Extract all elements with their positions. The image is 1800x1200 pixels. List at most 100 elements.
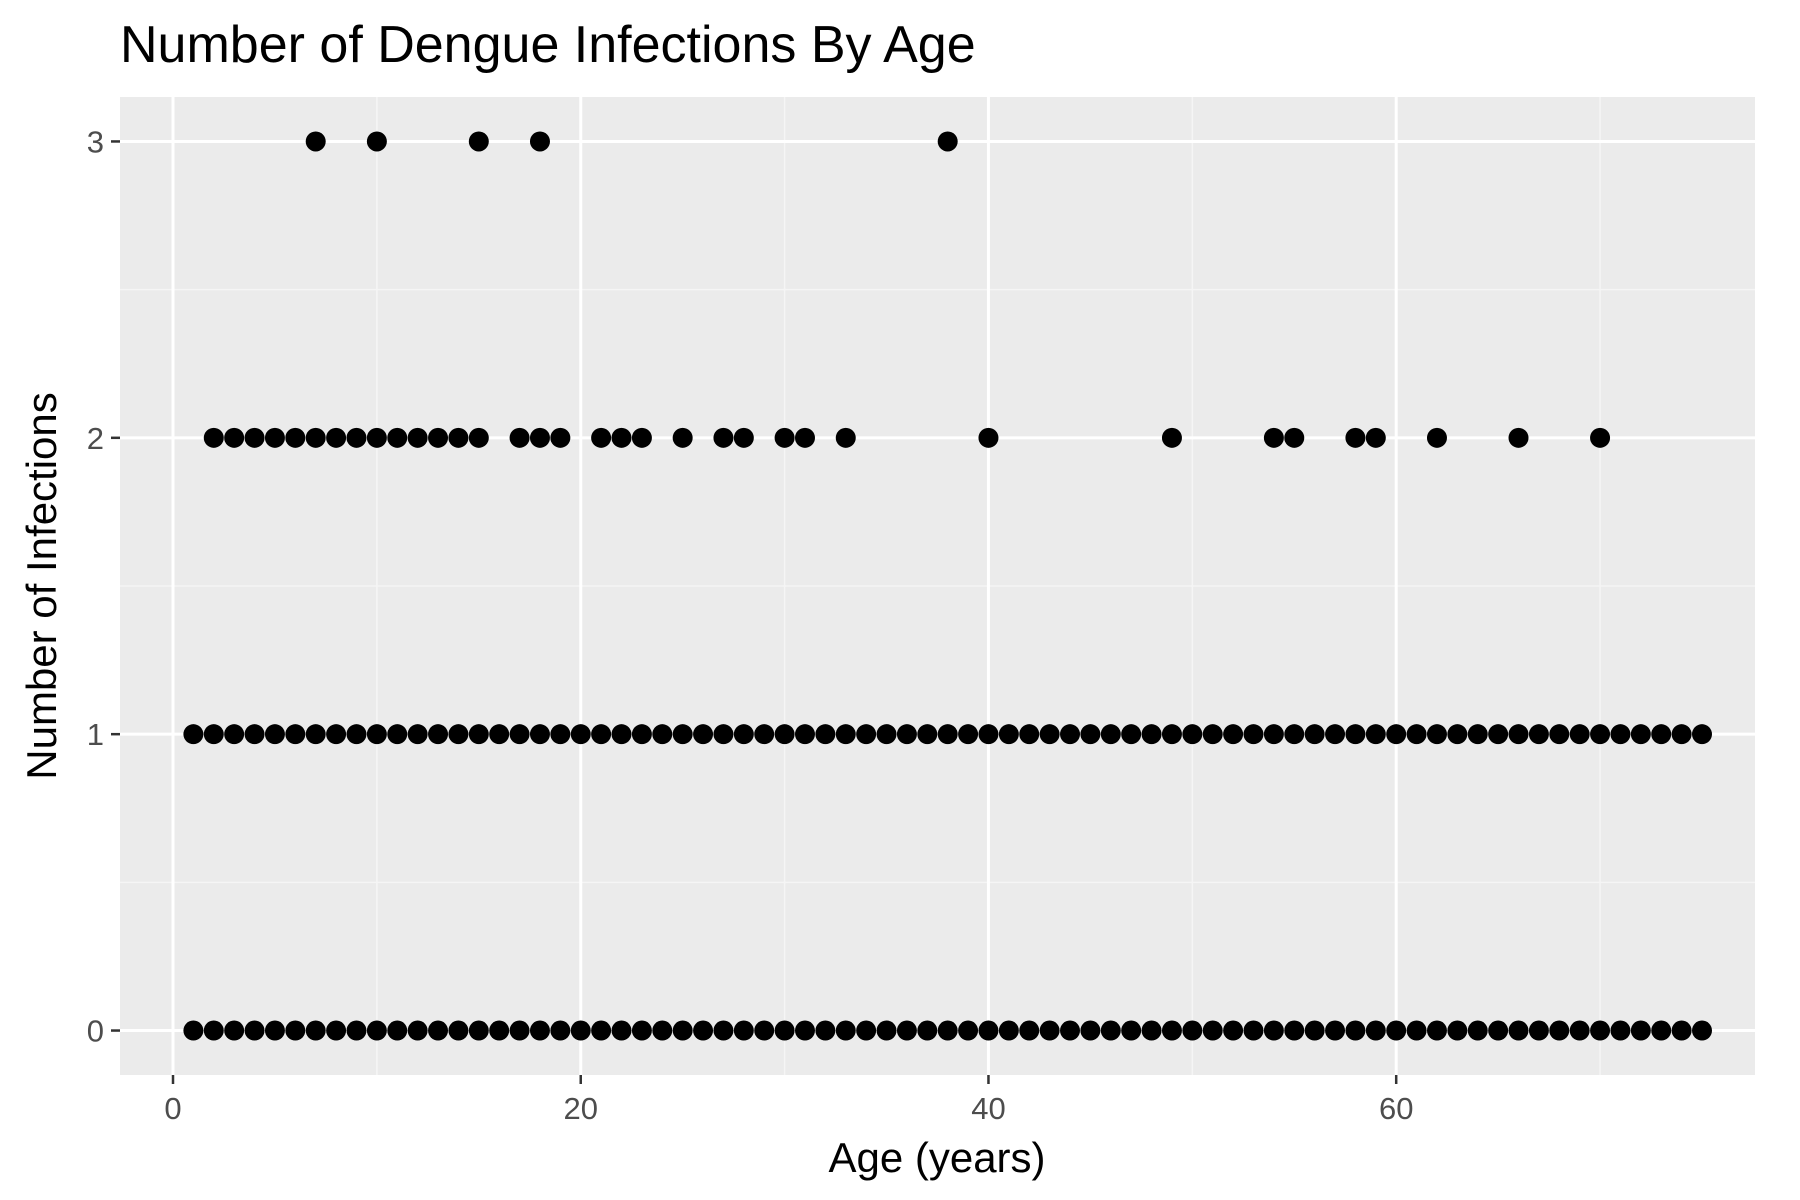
data-point [529, 131, 550, 152]
data-point [774, 724, 795, 745]
data-point [876, 1020, 897, 1041]
data-point [326, 724, 347, 745]
data-point [1080, 724, 1101, 745]
data-point [1508, 1020, 1529, 1041]
data-point [468, 1020, 489, 1041]
data-point [428, 1020, 449, 1041]
data-point [183, 1020, 204, 1041]
data-point [631, 427, 652, 448]
data-point [264, 724, 285, 745]
data-point [1304, 724, 1325, 745]
data-point [998, 724, 1019, 745]
data-point [407, 724, 428, 745]
data-point [1569, 1020, 1590, 1041]
data-point [733, 724, 754, 745]
data-point [672, 724, 693, 745]
data-point [1019, 1020, 1040, 1041]
y-tick-label: 3 [87, 124, 104, 159]
data-point [835, 724, 856, 745]
data-point [1039, 1020, 1060, 1041]
data-point [1202, 1020, 1223, 1041]
data-point [1182, 724, 1203, 745]
data-point [1121, 724, 1142, 745]
data-point [224, 1020, 245, 1041]
data-point [835, 1020, 856, 1041]
data-point [448, 427, 469, 448]
data-point [448, 724, 469, 745]
data-point [937, 724, 958, 745]
chart-title: Number of Dengue Infections By Age [120, 16, 976, 74]
data-point [631, 1020, 652, 1041]
data-point [489, 724, 510, 745]
data-point [203, 1020, 224, 1041]
data-point [1386, 1020, 1407, 1041]
data-point [387, 724, 408, 745]
data-point [958, 724, 979, 745]
data-point [203, 427, 224, 448]
x-tick-label: 20 [563, 1091, 597, 1126]
data-point [1263, 1020, 1284, 1041]
data-point [326, 427, 347, 448]
data-point [998, 1020, 1019, 1041]
data-point [1549, 1020, 1570, 1041]
data-point [1161, 724, 1182, 745]
data-point [754, 1020, 775, 1041]
data-point [1223, 724, 1244, 745]
data-point [1304, 1020, 1325, 1041]
data-point [611, 427, 632, 448]
data-point [489, 1020, 510, 1041]
data-point [285, 1020, 306, 1041]
data-point [346, 724, 367, 745]
data-point [1610, 724, 1631, 745]
data-point [1223, 1020, 1244, 1041]
y-axis: 0 1 2 3 [87, 124, 120, 1049]
x-axis: 0 20 40 60 [164, 1075, 1413, 1126]
x-tick-label: 60 [1379, 1091, 1413, 1126]
data-point [1671, 1020, 1692, 1041]
data-point [917, 724, 938, 745]
data-point [1060, 724, 1081, 745]
data-point [570, 1020, 591, 1041]
data-point [1365, 724, 1386, 745]
data-point [346, 1020, 367, 1041]
data-point [1590, 724, 1611, 745]
data-point [1284, 427, 1305, 448]
data-point [285, 427, 306, 448]
data-point [285, 724, 306, 745]
data-point [1549, 724, 1570, 745]
data-point [876, 724, 897, 745]
data-point [1060, 1020, 1081, 1041]
data-point [1182, 1020, 1203, 1041]
data-point [1161, 1020, 1182, 1041]
data-point [509, 724, 530, 745]
data-point [1325, 1020, 1346, 1041]
data-point [1488, 724, 1509, 745]
data-point [264, 427, 285, 448]
data-point [305, 1020, 326, 1041]
data-point [407, 1020, 428, 1041]
data-point [1161, 427, 1182, 448]
data-point [1590, 427, 1611, 448]
data-point [1263, 427, 1284, 448]
data-point [1691, 1020, 1712, 1041]
data-point [1426, 427, 1447, 448]
data-point [448, 1020, 469, 1041]
y-tick-label: 0 [87, 1014, 104, 1049]
data-point [1100, 1020, 1121, 1041]
data-point [611, 724, 632, 745]
data-point [509, 1020, 530, 1041]
data-point [387, 1020, 408, 1041]
data-point [1039, 724, 1060, 745]
data-point [1467, 724, 1488, 745]
data-point [611, 1020, 632, 1041]
data-point [1100, 724, 1121, 745]
data-point [1447, 724, 1468, 745]
data-point [1508, 427, 1529, 448]
data-point [346, 427, 367, 448]
y-tick-label: 2 [87, 421, 104, 456]
data-point [428, 427, 449, 448]
data-point [856, 724, 877, 745]
data-point [652, 1020, 673, 1041]
data-point [244, 427, 265, 448]
data-point [1243, 724, 1264, 745]
